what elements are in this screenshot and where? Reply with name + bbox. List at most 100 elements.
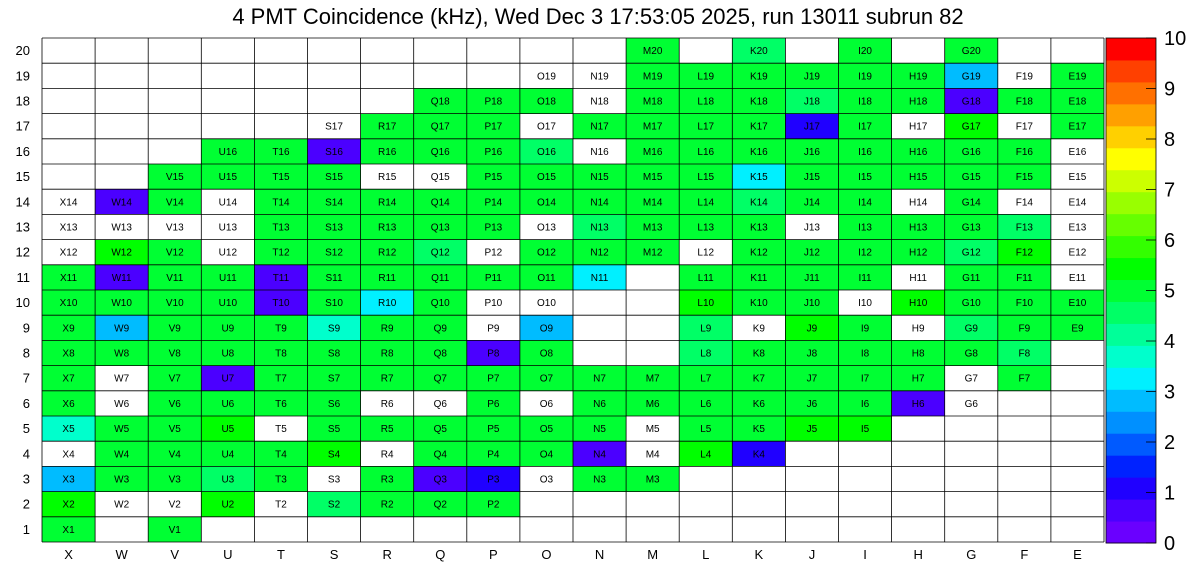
cell-N3 bbox=[573, 466, 627, 492]
cell-label-L14: L14 bbox=[697, 197, 714, 208]
x-tick-label-W: W bbox=[116, 547, 129, 562]
cell-label-K10: K10 bbox=[750, 298, 768, 309]
cell-K16 bbox=[732, 138, 786, 164]
cell-label-J19: J19 bbox=[804, 71, 821, 82]
cell-label-Q7: Q7 bbox=[434, 374, 448, 385]
cell-label-T3: T3 bbox=[275, 475, 287, 486]
cell-F18 bbox=[997, 88, 1051, 114]
cell-label-E12: E12 bbox=[1069, 248, 1087, 259]
cell-X1 bbox=[42, 516, 96, 542]
cell-V6 bbox=[148, 390, 202, 416]
cell-label-T9: T9 bbox=[275, 323, 287, 334]
cell-label-G6: G6 bbox=[965, 399, 979, 410]
y-tick-label-14: 14 bbox=[16, 194, 30, 209]
cell-K10 bbox=[732, 290, 786, 316]
cell-label-K12: K12 bbox=[750, 248, 768, 259]
cell-F14 bbox=[997, 189, 1051, 215]
cell-label-V10: V10 bbox=[166, 298, 184, 309]
cell-label-L7: L7 bbox=[700, 374, 712, 385]
cell-label-S7: S7 bbox=[328, 374, 341, 385]
cell-O18 bbox=[519, 88, 573, 114]
cell-K15 bbox=[732, 164, 786, 190]
cell-label-J15: J15 bbox=[804, 172, 821, 183]
cell-label-G11: G11 bbox=[962, 273, 981, 284]
cell-X13 bbox=[42, 214, 96, 240]
cell-label-L17: L17 bbox=[697, 122, 714, 133]
cell-G11 bbox=[944, 264, 998, 290]
cell-label-H6: H6 bbox=[912, 399, 925, 410]
cell-label-H8: H8 bbox=[912, 349, 925, 360]
cell-label-K9: K9 bbox=[753, 323, 766, 334]
x-tick-label-X: X bbox=[64, 547, 73, 562]
cell-E16 bbox=[1050, 138, 1104, 164]
cell-M18 bbox=[626, 88, 680, 114]
cell-label-M14: M14 bbox=[643, 197, 663, 208]
cell-K6 bbox=[732, 390, 786, 416]
cell-M14 bbox=[626, 189, 680, 215]
cell-label-X5: X5 bbox=[62, 424, 75, 435]
cell-T4 bbox=[254, 441, 308, 467]
x-tick-label-R: R bbox=[382, 547, 391, 562]
cell-U13 bbox=[201, 214, 255, 240]
cell-label-E9: E9 bbox=[1071, 323, 1084, 334]
cell-O15 bbox=[519, 164, 573, 190]
cell-label-R8: R8 bbox=[381, 349, 394, 360]
cell-label-W9: W9 bbox=[114, 323, 129, 334]
cell-label-E15: E15 bbox=[1069, 172, 1087, 183]
cell-label-I7: I7 bbox=[861, 374, 870, 385]
cell-J10 bbox=[785, 290, 839, 316]
cell-label-F16: F16 bbox=[1016, 147, 1034, 158]
cell-label-J6: J6 bbox=[807, 399, 818, 410]
cell-M20 bbox=[626, 38, 680, 64]
cell-J17 bbox=[785, 113, 839, 139]
cell-label-P16: P16 bbox=[484, 147, 502, 158]
cell-label-M13: M13 bbox=[643, 223, 663, 234]
cell-S14 bbox=[307, 189, 361, 215]
colorbar-swatch bbox=[1106, 455, 1156, 478]
cell-label-L6: L6 bbox=[700, 399, 712, 410]
cell-label-K18: K18 bbox=[750, 97, 768, 108]
cell-K19 bbox=[732, 63, 786, 89]
cell-R8 bbox=[360, 340, 414, 366]
cell-E11 bbox=[1050, 264, 1104, 290]
cell-L17 bbox=[679, 113, 733, 139]
cell-label-I9: I9 bbox=[861, 323, 870, 334]
y-tick-label-18: 18 bbox=[16, 94, 30, 109]
cell-label-P6: P6 bbox=[487, 399, 500, 410]
cell-label-R6: R6 bbox=[381, 399, 394, 410]
cell-Q15 bbox=[413, 164, 467, 190]
cell-label-I6: I6 bbox=[861, 399, 870, 410]
cell-U3 bbox=[201, 466, 255, 492]
cell-label-R3: R3 bbox=[381, 475, 394, 486]
cell-H16 bbox=[891, 138, 945, 164]
cell-K5 bbox=[732, 416, 786, 442]
cell-label-J13: J13 bbox=[804, 223, 821, 234]
cell-T11 bbox=[254, 264, 308, 290]
y-tick-label-15: 15 bbox=[16, 169, 30, 184]
cell-label-I14: I14 bbox=[858, 197, 872, 208]
cell-O8 bbox=[519, 340, 573, 366]
cell-K9 bbox=[732, 315, 786, 341]
cell-label-X9: X9 bbox=[62, 323, 75, 334]
x-tick-label-V: V bbox=[170, 547, 179, 562]
cell-label-X10: X10 bbox=[60, 298, 78, 309]
cell-label-Q17: Q17 bbox=[431, 122, 450, 133]
cell-N18 bbox=[573, 88, 627, 114]
cell-J14 bbox=[785, 189, 839, 215]
cell-S10 bbox=[307, 290, 361, 316]
cell-label-L18: L18 bbox=[697, 97, 714, 108]
colorbar-tick-label-5: 5 bbox=[1164, 281, 1175, 303]
cell-M5 bbox=[626, 416, 680, 442]
cell-T16 bbox=[254, 138, 308, 164]
cell-label-E11: E11 bbox=[1069, 273, 1086, 284]
cell-V12 bbox=[148, 239, 202, 265]
cell-label-S2: S2 bbox=[328, 500, 341, 511]
x-tick-label-K: K bbox=[755, 547, 764, 562]
cell-S6 bbox=[307, 390, 361, 416]
colorbar-swatch bbox=[1106, 235, 1156, 259]
cell-G18 bbox=[944, 88, 998, 114]
cell-label-F12: F12 bbox=[1016, 248, 1034, 259]
y-tick-label-2: 2 bbox=[23, 497, 30, 512]
cell-label-S5: S5 bbox=[328, 424, 341, 435]
cell-I15 bbox=[838, 164, 892, 190]
